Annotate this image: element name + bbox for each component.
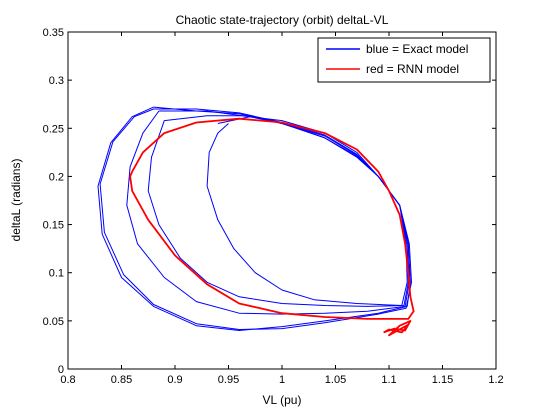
legend-label-red: red = RNN model xyxy=(366,62,459,76)
red-orbit-loop-0 xyxy=(129,117,415,320)
blue-orbit-loop-1 xyxy=(99,108,412,330)
y-tick-label: 0.3 xyxy=(49,75,64,87)
x-tick-label: 1.2 xyxy=(488,374,503,386)
y-tick-label: 0.2 xyxy=(49,171,64,183)
y-tick-label: 0 xyxy=(58,364,64,376)
x-ticks: 0.8 0.85 0.9 0.95 1 1.05 1.1 1.15 1.2 xyxy=(60,32,504,386)
x-tick-label: 0.95 xyxy=(218,374,239,386)
x-tick-label: 1.05 xyxy=(325,374,346,386)
x-tick-label: 0.8 xyxy=(60,374,75,386)
y-tick-label: 0.05 xyxy=(43,316,64,328)
y-axis-label: deltaL (radians) xyxy=(9,159,23,242)
y-tick-label: 0.15 xyxy=(43,220,64,232)
legend: blue = Exact model red = RNN model xyxy=(317,37,491,83)
series-layer xyxy=(97,106,415,337)
x-tick-label: 0.85 xyxy=(111,374,132,386)
series-red-rnn-model xyxy=(129,117,415,337)
x-tick-label: 0.9 xyxy=(167,374,182,386)
x-tick-label: 1.15 xyxy=(432,374,453,386)
y-tick-label: 0.35 xyxy=(43,27,64,39)
x-tick-label: 1.1 xyxy=(381,374,396,386)
plot-area xyxy=(67,31,497,370)
y-ticks: 0 0.05 0.1 0.15 0.2 0.25 0.3 0.35 xyxy=(43,27,496,376)
chart-title: Chaotic state-trajectory (orbit) deltaL-… xyxy=(176,13,389,27)
x-tick-label: 1 xyxy=(279,374,285,386)
red-orbit-loop-1 xyxy=(383,319,412,337)
legend-box xyxy=(317,37,491,83)
x-axis-label: VL (pu) xyxy=(263,393,302,407)
y-tick-label: 0.25 xyxy=(43,123,64,135)
y-tick-label: 0.1 xyxy=(49,268,64,280)
blue-orbit-loop-2 xyxy=(126,110,410,315)
legend-label-blue: blue = Exact model xyxy=(366,42,468,56)
